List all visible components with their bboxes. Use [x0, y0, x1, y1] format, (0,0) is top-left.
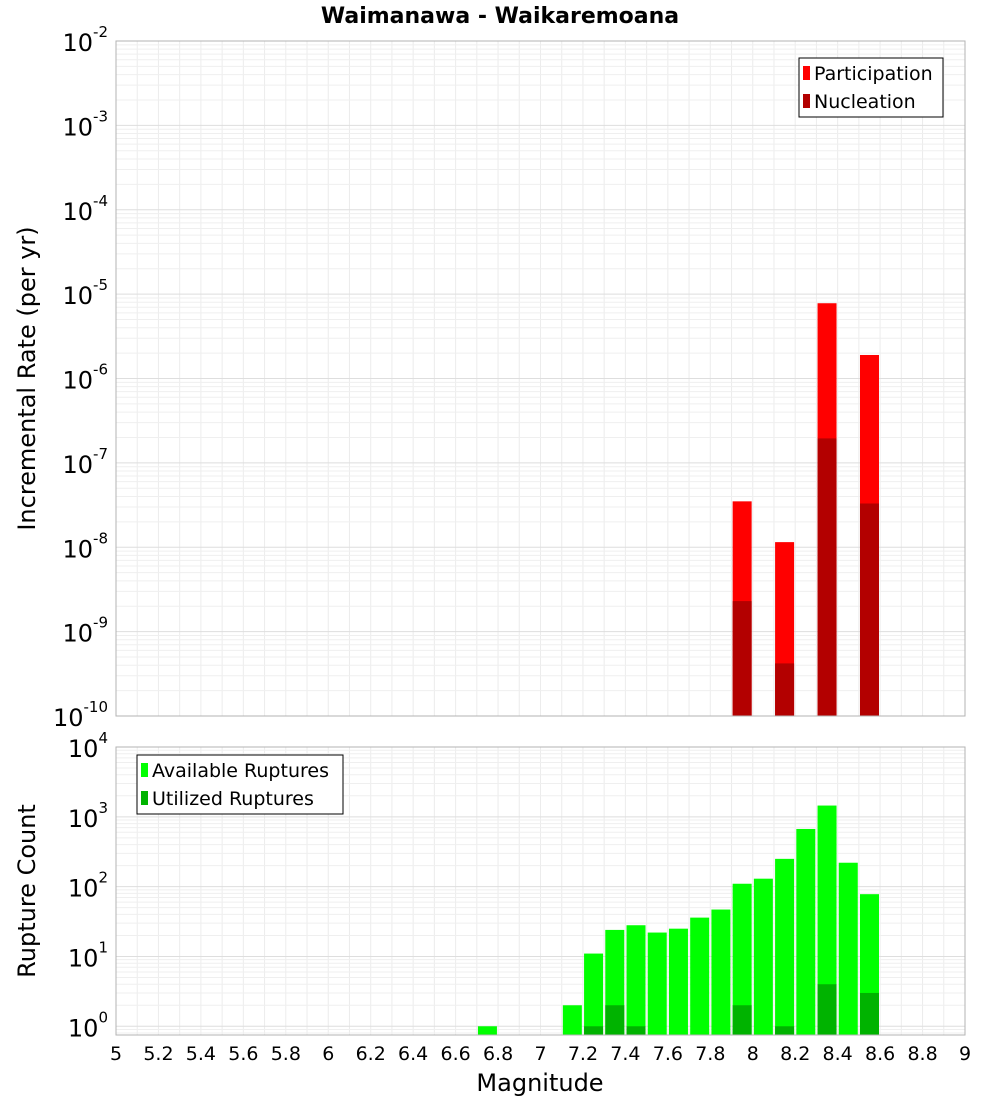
legend-box	[136, 754, 344, 815]
legend-swatch	[803, 66, 810, 80]
utilized-ruptures-bar	[605, 1005, 625, 1035]
legend-swatch	[141, 791, 148, 805]
utilized-ruptures-bar	[859, 992, 879, 1035]
x-tick-label: 8.2	[780, 1043, 810, 1065]
x-tick-label: 7	[534, 1043, 546, 1065]
x-tick-labels: 5 5.2 5.4 5.6 5.8 6 6.2 6.4 6.6 6.8 7 7.2 7.4 7.6 7.8 8…	[110, 1043, 971, 1065]
nucleation-bar	[732, 601, 752, 716]
y-tick-label: 102	[68, 869, 108, 903]
x-tick-label: 8	[747, 1043, 759, 1065]
grid-lines	[115, 40, 966, 717]
y-tick-label: 100	[68, 1008, 108, 1042]
x-tick-label: 7.2	[568, 1043, 598, 1065]
x-tick-label: 5.8	[271, 1043, 301, 1065]
x-tick-label: 9	[959, 1043, 971, 1065]
legend-label: Utilized Ruptures	[152, 788, 314, 810]
x-tick-label: 6.2	[356, 1043, 386, 1065]
legend: Available Ruptures Utilized Ruptures	[136, 754, 344, 815]
x-tick-label: 6	[322, 1043, 334, 1065]
y-tick-label: 103	[68, 799, 108, 833]
x-tick-label: 6.8	[483, 1043, 513, 1065]
participation-panel: 10-10 10-9 10-8 10-7 10-6 10-5 10-4 10-3 10-2 In…	[13, 23, 966, 732]
utilized-ruptures-bar	[732, 1005, 752, 1035]
bars	[477, 805, 879, 1035]
x-tick-label: 6.4	[398, 1043, 428, 1065]
available-ruptures-bar	[690, 917, 710, 1035]
x-tick-label: 7.8	[695, 1043, 725, 1065]
x-tick-label: 5.2	[143, 1043, 173, 1065]
y-tick-labels: 100 101 102 103 104	[68, 729, 108, 1042]
y-tick-label: 10-8	[62, 529, 108, 563]
available-ruptures-bar	[796, 828, 816, 1035]
nucleation-bar	[859, 503, 879, 716]
available-ruptures-bar	[753, 878, 773, 1035]
plot-frame	[115, 40, 966, 717]
utilized-ruptures-bar	[584, 1026, 604, 1035]
y-tick-label: 10-10	[53, 698, 108, 732]
legend-swatch	[803, 94, 810, 108]
bars	[732, 303, 879, 716]
nucleation-bar	[817, 438, 837, 716]
y-axis-label: Rupture Count	[13, 804, 41, 978]
x-tick-label: 5.6	[228, 1043, 258, 1065]
x-tick-label: 8.4	[823, 1043, 853, 1065]
y-tick-label: 10-9	[62, 614, 108, 648]
available-ruptures-bar	[838, 862, 858, 1035]
y-tick-label: 101	[68, 938, 108, 972]
legend-box	[798, 57, 944, 118]
y-tick-label: 10-2	[62, 23, 108, 57]
x-axis-label: Magnitude	[476, 1069, 603, 1097]
rupture-count-panel: 100 101 102 103 104 5 5.2 5.4 5.6 5.8 6 6.2 6.4 6.6 6…	[13, 729, 971, 1097]
utilized-ruptures-bar	[775, 1026, 795, 1035]
legend-swatch	[141, 763, 148, 777]
x-tick-label: 8.8	[907, 1043, 937, 1065]
legend: Participation Nucleation	[798, 57, 944, 118]
x-tick-label: 7.6	[653, 1043, 683, 1065]
chart-title: Waimanawa - Waikaremoana	[321, 4, 679, 29]
available-ruptures-bar	[775, 858, 795, 1035]
y-tick-label: 10-6	[62, 361, 108, 395]
y-tick-label: 10-5	[62, 276, 108, 310]
available-ruptures-bar	[817, 805, 837, 1035]
y-tick-label: 10-7	[62, 445, 108, 479]
legend-label: Nucleation	[814, 91, 916, 113]
utilized-ruptures-bar	[817, 984, 837, 1035]
y-tick-label: 104	[68, 729, 108, 763]
x-tick-label: 7.4	[610, 1043, 640, 1065]
available-ruptures-bar	[711, 909, 731, 1035]
available-ruptures-bar	[626, 925, 646, 1035]
available-ruptures-bar	[668, 928, 688, 1035]
y-axis-label: Incremental Rate (per yr)	[13, 226, 41, 530]
nucleation-bar	[775, 663, 795, 716]
available-ruptures-bar	[647, 932, 667, 1035]
legend-label: Available Ruptures	[152, 760, 329, 782]
x-tick-label: 8.6	[865, 1043, 895, 1065]
x-tick-label: 6.6	[440, 1043, 470, 1065]
utilized-ruptures-bar	[626, 1026, 646, 1035]
x-tick-label: 5	[110, 1043, 122, 1065]
x-tick-label: 5.4	[186, 1043, 216, 1065]
y-tick-label: 10-3	[62, 107, 108, 141]
legend-label: Participation	[814, 63, 933, 85]
y-tick-labels: 10-10 10-9 10-8 10-7 10-6 10-5 10-4 10-3 10-2	[53, 23, 108, 732]
y-tick-label: 10-4	[62, 192, 108, 226]
available-ruptures-bar	[732, 883, 752, 1035]
available-ruptures-bar	[562, 1005, 582, 1035]
available-ruptures-bar	[584, 953, 604, 1035]
plot-frame	[115, 746, 966, 1036]
available-ruptures-bar	[477, 1026, 497, 1035]
